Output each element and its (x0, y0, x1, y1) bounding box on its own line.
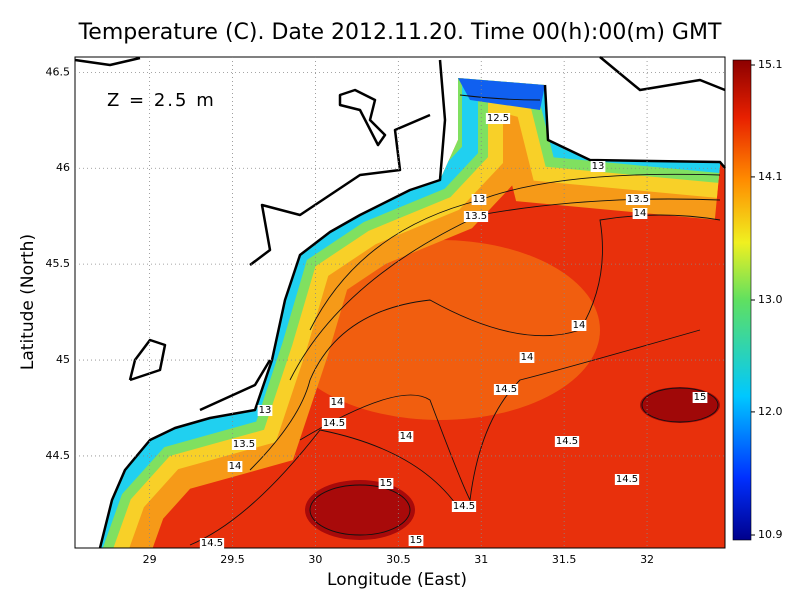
contour-label-text: 15 (694, 392, 707, 403)
contour-label-text: 14.5 (201, 538, 223, 549)
contour-label-box (408, 535, 424, 546)
contour-label: 13 (257, 405, 273, 416)
contour-label: 14.5 (321, 418, 347, 429)
x-tick-label: 30 (308, 553, 322, 566)
contour-label: 15 (378, 478, 394, 489)
contour-label-box (329, 397, 345, 408)
contour-label-text: 14.5 (556, 436, 578, 447)
contour-label-box (625, 194, 651, 205)
contour-label-box (231, 439, 257, 450)
contour-label-text: 14.5 (495, 384, 517, 395)
colorbar-tick-label: 13.0 (758, 293, 783, 306)
contour-label: 14 (519, 352, 535, 363)
contour-label: 12.5 (485, 113, 511, 124)
contour-label: 15 (692, 392, 708, 403)
contour-label-box (227, 461, 243, 472)
title: Temperature (C). Date 2012.11.20. Time 0… (78, 20, 722, 45)
y-tick-label: 44.5 (46, 449, 71, 462)
contour-label-box (257, 405, 273, 416)
contour-label-text: 14 (229, 461, 242, 472)
contour-label-text: 13 (592, 161, 605, 172)
contour-label: 13.5 (231, 439, 257, 450)
contour-label-text: 13.5 (233, 439, 255, 450)
contour-label-box (632, 208, 648, 219)
x-tick-label: 31 (474, 553, 488, 566)
contour-label-box (199, 538, 225, 549)
contour-label: 13.5 (463, 211, 489, 222)
contour-label: 14.5 (554, 436, 580, 447)
contour-label-text: 14 (521, 352, 534, 363)
contour-label-text: 14 (331, 397, 344, 408)
coastline (74, 56, 726, 549)
x-axis-label: Longitude (East) (327, 570, 467, 590)
colorbar-tick-label: 14.1 (758, 170, 783, 183)
x-tick-label: 32 (640, 553, 654, 566)
contour-label-text: 12.5 (487, 113, 509, 124)
contour-label-text: 13 (259, 405, 272, 416)
contour-label-box (463, 211, 489, 222)
y-tick-label: 46.5 (46, 65, 71, 78)
contour-label: 14 (227, 461, 243, 472)
contour-label: 14 (398, 431, 414, 442)
contour-label: 13 (590, 161, 606, 172)
contour-label-box (590, 161, 606, 172)
contour-label-text: 14 (634, 208, 647, 219)
contour-label-box (692, 392, 708, 403)
colorbar (732, 59, 752, 541)
contour-label-text: 14 (573, 320, 586, 331)
depth-annotation: Z = 2.5 m (107, 90, 216, 111)
contour-label: 15 (408, 535, 424, 546)
contour-label-text: 14.5 (323, 418, 345, 429)
x-tick-label: 30.5 (386, 553, 411, 566)
contour-label: 14 (329, 397, 345, 408)
contour-label: 14.5 (451, 501, 477, 512)
contour-label: 14 (571, 320, 587, 331)
contour-label-box (519, 352, 535, 363)
contour-label-box (451, 501, 477, 512)
contour-label-text: 14.5 (616, 474, 638, 485)
colorbar-tick-label: 10.9 (758, 528, 783, 541)
contour-label-text: 13.5 (465, 211, 487, 222)
contour-label-box (378, 478, 394, 489)
colorbar-tick-label: 12.0 (758, 405, 783, 418)
y-tick-label: 45.5 (46, 257, 71, 270)
y-tick-label: 45 (56, 353, 70, 366)
contour-label-text: 13.5 (627, 194, 649, 205)
contour-label-text: 14 (400, 431, 413, 442)
contour-label: 13 (471, 194, 487, 205)
contour-label-box (485, 113, 511, 124)
colorbar-tick-label: 15.1 (758, 58, 783, 71)
contour-label-text: 15 (410, 535, 423, 546)
contour-label-box (321, 418, 347, 429)
contour-label-box (398, 431, 414, 442)
contour-label-box (471, 194, 487, 205)
plot-frame (74, 56, 726, 549)
contour-label: 14.5 (493, 384, 519, 395)
contour-label-box (571, 320, 587, 331)
y-axis-label: Latitude (North) (18, 234, 38, 370)
contour-label-text: 13 (473, 194, 486, 205)
contour-label: 14 (632, 208, 648, 219)
contour-label-box (614, 474, 640, 485)
contour-label: 14.5 (199, 538, 225, 549)
contour-label: 13.5 (625, 194, 651, 205)
x-tick-label: 29.5 (220, 553, 245, 566)
contour-label: 14.5 (614, 474, 640, 485)
contour-label-box (554, 436, 580, 447)
contour-label-box (493, 384, 519, 395)
x-tick-label: 31.5 (552, 553, 577, 566)
x-tick-label: 29 (143, 553, 157, 566)
y-tick-label: 46 (56, 161, 70, 174)
contour-label-text: 14.5 (453, 501, 475, 512)
contour-label-text: 15 (380, 478, 393, 489)
